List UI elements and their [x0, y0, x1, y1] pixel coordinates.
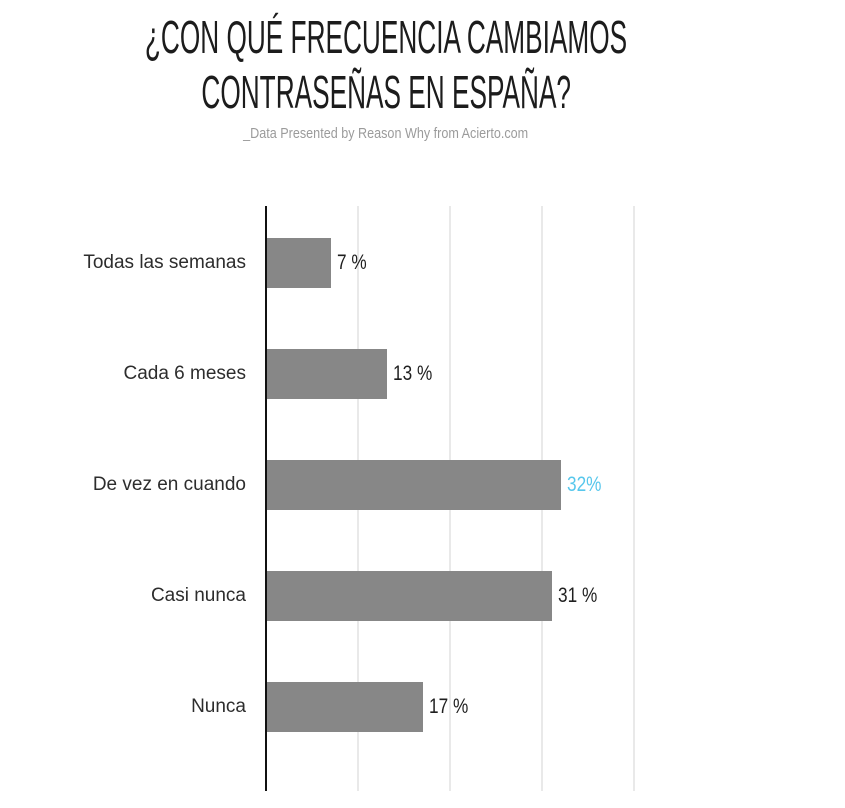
value-label: 7 % — [337, 251, 368, 274]
chart-subtitle: _Data Presented by Reason Why from Acier… — [243, 125, 529, 142]
value-label: 31 % — [558, 584, 598, 607]
value-label: 32% — [567, 473, 602, 496]
category-label: Cada 6 meses — [123, 363, 246, 384]
category-label: Casi nunca — [150, 585, 246, 606]
bar-row: Casi nunca 31 % — [0, 571, 845, 621]
chart-title-line-2: CONTRASEÑAS EN ESPAÑA? — [201, 66, 571, 118]
bar — [267, 238, 332, 288]
bar-row: Cada 6 meses 13 % — [0, 349, 845, 399]
bar — [267, 682, 424, 732]
category-label: De vez en cuando — [92, 474, 246, 495]
bar — [267, 460, 562, 510]
value-label: 17 % — [429, 695, 469, 718]
bar-row: Todas las semanas 7 % — [0, 238, 845, 288]
category-label: Todas las semanas — [83, 252, 246, 273]
bar — [267, 571, 553, 621]
value-label: 13 % — [392, 362, 432, 385]
bar — [267, 349, 387, 399]
category-label: Nunca — [191, 696, 246, 717]
y-axis-line — [265, 206, 267, 791]
chart-title-line-1: ¿CON QUÉ FRECUENCIA CAMBIAMOS — [144, 11, 628, 63]
gridline — [633, 206, 635, 791]
bar-row: De vez en cuando 32% — [0, 460, 845, 510]
bar-row: Nunca 17 % — [0, 682, 845, 732]
chart-header: ¿CON QUÉ FRECUENCIA CAMBIAMOS CONTRASEÑA… — [0, 10, 772, 144]
